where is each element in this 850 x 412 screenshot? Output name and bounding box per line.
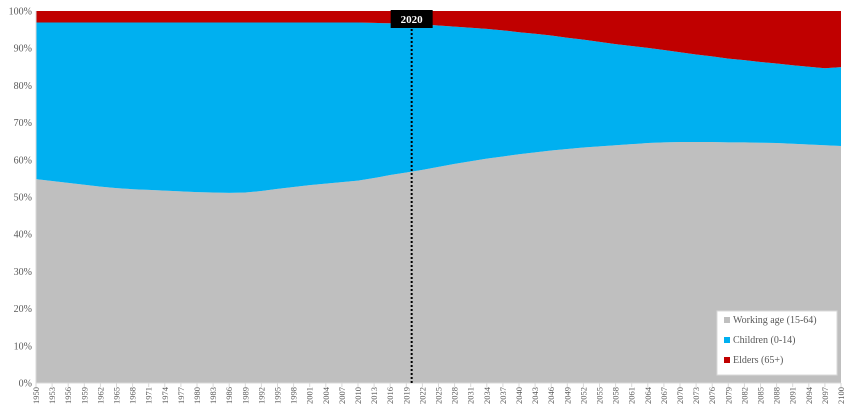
y-tick-label: 60%	[14, 155, 32, 166]
x-tick-label: 2043	[530, 387, 540, 404]
y-tick-label: 100%	[9, 7, 32, 18]
y-tick-label: 90%	[14, 44, 32, 55]
y-tick-label: 40%	[14, 230, 32, 241]
y-tick-label: 30%	[14, 267, 32, 278]
x-tick-label: 2097	[820, 387, 830, 404]
x-tick-label: 1956	[63, 387, 73, 404]
x-tick-label: 1953	[47, 387, 57, 404]
x-tick-label: 2028	[450, 387, 460, 404]
x-tick-label: 2088	[772, 387, 782, 404]
annotation-label-box	[390, 10, 433, 28]
x-tick-label: 1962	[95, 387, 105, 404]
x-tick-label: 1968	[128, 387, 138, 404]
x-tick-label: 2064	[643, 386, 653, 404]
x-tick-label: 1986	[224, 387, 234, 404]
x-tick-label: 2037	[498, 387, 508, 404]
x-tick-label: 1989	[240, 387, 250, 404]
x-tick-label: 2058	[611, 387, 621, 404]
x-tick-label: 2052	[578, 387, 588, 404]
area-elders-65	[36, 11, 841, 69]
legend-swatch-children-0-14	[724, 337, 730, 343]
x-tick-label: 2076	[707, 387, 717, 404]
legend-label-working-age-15-64: Working age (15-64)	[733, 315, 817, 326]
y-tick-label: 80%	[14, 81, 32, 92]
annotation-label: 2020	[401, 14, 424, 26]
x-tick-label: 2004	[321, 386, 331, 404]
x-tick-label: 2046	[546, 387, 556, 404]
legend: Working age (15-64) Children (0-14) Elders…	[716, 310, 838, 376]
x-tick-label: 2079	[723, 387, 733, 404]
x-tick-label: 2049	[562, 387, 572, 404]
y-tick-label: 0%	[19, 379, 32, 390]
x-tick-label: 1950	[31, 387, 41, 404]
x-tick-label: 1995	[273, 387, 283, 404]
x-tick-label: 1998	[289, 387, 299, 404]
x-tick-label: 2019	[401, 387, 411, 404]
x-tick-label: 2025	[434, 387, 444, 404]
x-tick-label: 1971	[144, 387, 154, 404]
x-tick-label: 2031	[466, 387, 476, 404]
legend-swatch-working-age-15-64	[724, 317, 730, 323]
x-tick-label: 2010	[353, 387, 363, 404]
area-series-group	[36, 11, 841, 383]
legend-swatch-elders-65	[724, 357, 730, 363]
x-tick-label: 2091	[788, 387, 798, 404]
x-axis: 1950 1953 1956 1959 1962 1965 1968 1971 1974 1977…	[31, 382, 846, 404]
x-tick-label: 1977	[176, 387, 186, 404]
x-tick-label: 2040	[514, 387, 524, 404]
x-tick-label: 1992	[256, 387, 266, 404]
x-tick-label: 1980	[192, 387, 202, 404]
x-tick-label: 2034	[482, 386, 492, 404]
x-tick-label: 2070	[675, 387, 685, 404]
legend-label-elders-65: Elders (65+)	[733, 355, 783, 366]
y-tick-label: 10%	[14, 341, 32, 352]
y-tick-label: 70%	[14, 118, 32, 129]
x-tick-label: 1959	[79, 387, 89, 404]
x-tick-label: 2061	[627, 387, 637, 404]
x-tick-label: 2085	[756, 387, 766, 404]
legend-box	[716, 310, 838, 376]
annotation-2020: 2020	[390, 10, 433, 383]
x-tick-label: 1965	[112, 387, 122, 404]
x-tick-label: 2013	[369, 387, 379, 404]
x-tick-label: 1974	[160, 386, 170, 404]
area-children-0-14	[36, 22, 841, 193]
x-tick-label: 2007	[337, 387, 347, 404]
x-tick-label: 2082	[739, 387, 749, 404]
x-tick-label: 1983	[208, 387, 218, 404]
x-tick-label: 2001	[305, 387, 315, 404]
y-axis: 0% 10% 20% 30% 40% 50% 60% 70% 80% 90% 100%	[9, 7, 37, 390]
y-tick-label: 50%	[14, 193, 32, 204]
x-tick-label: 2016	[385, 387, 395, 404]
area-working-age-15-64	[36, 141, 841, 383]
y-tick-label: 20%	[14, 304, 32, 315]
x-tick-label: 2094	[804, 386, 814, 404]
x-tick-label: 2022	[417, 387, 427, 404]
x-tick-label: 2100	[836, 387, 846, 404]
x-tick-label: 2067	[659, 387, 669, 404]
x-tick-label: 2055	[595, 387, 605, 404]
legend-label-children-0-14: Children (0-14)	[733, 335, 796, 346]
x-tick-label: 2073	[691, 387, 701, 404]
